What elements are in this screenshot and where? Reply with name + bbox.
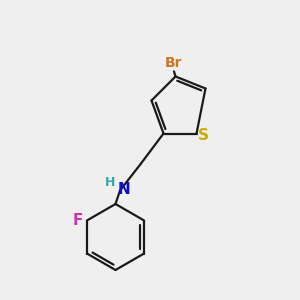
Text: S: S: [198, 128, 208, 142]
Text: H: H: [105, 176, 116, 190]
Text: N: N: [117, 182, 130, 196]
Text: F: F: [72, 213, 83, 228]
Text: Br: Br: [165, 56, 183, 70]
